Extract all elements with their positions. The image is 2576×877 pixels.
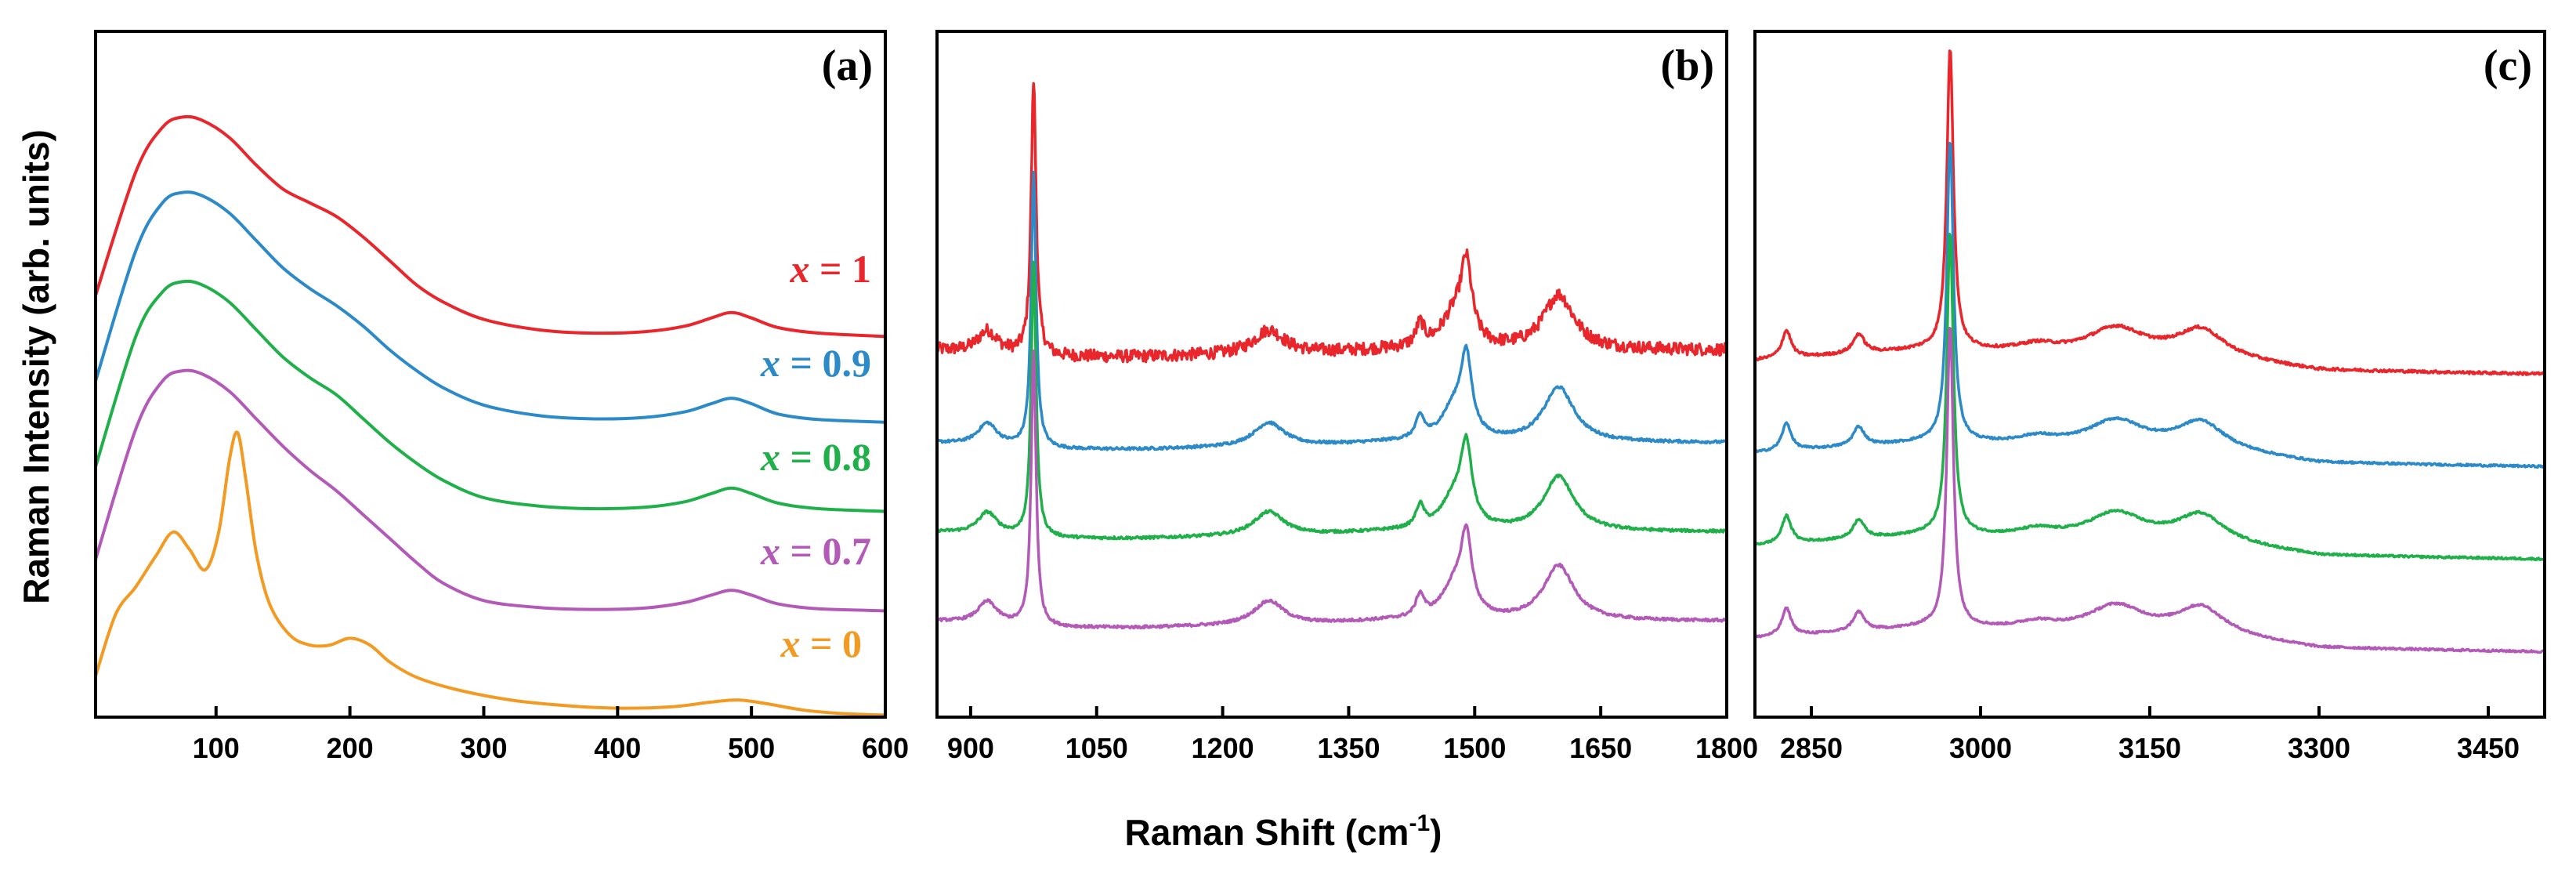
plot-frame [94,30,887,719]
series-line-x=0.9 [96,190,885,424]
x-tick-label: 3150 [2118,732,2181,764]
y-axis-title: Raman Intensity (arb. units) [16,129,56,604]
x-axis-title-main: Raman Shift (cm [1125,812,1409,853]
x-tick-label: 3300 [2288,732,2350,764]
x-tick-label: 3000 [1949,732,2012,764]
series-line-x=1 [937,82,1727,364]
x-tick-label: 1500 [1443,732,1506,764]
legend-label-x=0: x = 0 [780,622,863,665]
x-tick-label: 1200 [1192,732,1254,764]
x-tick-label: 100 [193,732,240,764]
panel-tag: (b) [1661,42,1714,90]
series-line-x=1 [96,114,885,339]
x-axis-title-superscript: -1 [1409,810,1430,836]
x-tick-label: 3450 [2457,732,2520,764]
series-line-x=0.7 [96,368,885,613]
legend-label-x=1: x = 1 [790,247,872,291]
x-tick-label: 900 [947,732,994,764]
plot-area [1755,49,2545,654]
series-line-x=0.8 [1755,233,2545,562]
plot-area [937,82,1727,630]
series-line-x=0 [96,430,885,717]
legend-label-x=0.9: x = 0.9 [760,341,871,385]
panel-c: 2850 3000 3150 3300 3450 (c) [1753,30,2546,764]
x-tick-label: 2850 [1780,732,1843,764]
x-tick-label: 1350 [1317,732,1380,764]
panel-tag: (c) [2484,42,2532,90]
x-tick-label: 500 [728,732,775,764]
x-tick-label: 200 [327,732,374,764]
plot-area [96,114,885,717]
series-line-x=0.7 [937,349,1727,630]
x-tick-label: 1800 [1695,732,1758,764]
legend-label-x=0.8: x = 0.8 [760,435,871,479]
x-tick-label: 400 [594,732,641,764]
series-line-x=0.9 [1755,141,2545,469]
series-line-x=0.8 [96,279,885,513]
series-line-x=0.7 [1755,327,2545,654]
x-tick-label: 600 [862,732,909,764]
panel-tag: (a) [822,42,873,90]
plot-frame [935,30,1728,719]
panel-a: 100 200 300 400 500 600 (a) x = 1 x = 0.9 x = 0.8… [94,30,909,764]
x-tick-label: 1650 [1569,732,1632,764]
panels: 100 200 300 400 500 600 (a) x = 1 x = 0.9 x = 0.8… [94,30,2546,764]
series-line-x=1 [1755,49,2545,376]
x-tick-label: 300 [460,732,507,764]
x-tick-label: 1050 [1065,732,1128,764]
x-axis-title-close: ) [1430,812,1442,853]
x-axis-title: Raman Shift (cm-1) [1125,810,1442,853]
panel-b: 900 1050 1200 1350 1500 1650 1800 (b) [935,30,1758,764]
series-line-x=0.9 [937,170,1727,451]
legend-label-x=0.7: x = 0.7 [760,529,871,573]
series-line-x=0.8 [937,260,1727,541]
